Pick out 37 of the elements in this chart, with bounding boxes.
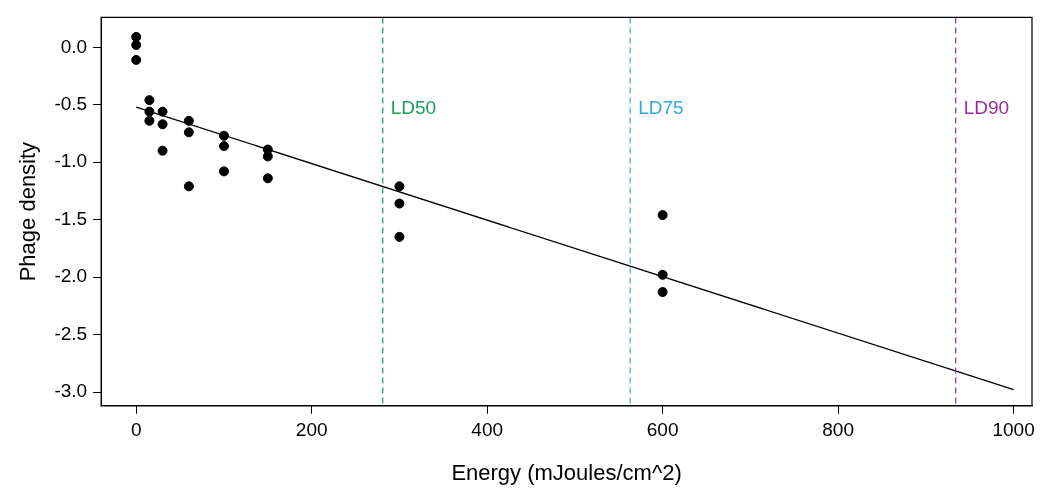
x-tick-label: 600 [646,419,679,441]
point [183,127,194,138]
point [131,54,142,65]
x-tick-label: 200 [295,419,328,441]
x-tick-label: 400 [471,419,504,441]
y-axis-title: Phage density [15,141,41,282]
y-tick-label: 0.0 [60,35,88,57]
point [131,31,142,42]
y-tick-label: -2.5 [54,322,88,344]
point [262,173,273,184]
x-tick-label: 800 [822,419,854,441]
point [657,287,668,298]
point [144,115,155,126]
y-tick-label: -3.0 [54,380,88,402]
point [394,198,405,209]
ref-line-label: LD50 [390,96,437,118]
point [144,95,155,106]
ref-line-label: LD90 [963,96,1010,118]
ref-line-label: LD75 [638,96,684,118]
point [157,119,168,130]
point [183,181,194,192]
point [394,231,405,242]
point [183,115,194,126]
y-tick-label: -2.0 [54,265,88,287]
y-tick-label: -1.5 [54,207,88,229]
point [157,106,168,117]
x-tick-label: 0 [130,419,142,441]
point [131,39,142,50]
point [657,210,668,221]
x-axis-title: Energy (mJoules/cm^2) [451,459,682,485]
y-tick-label: -1.0 [54,150,88,172]
point [218,141,229,152]
y-tick-label: -0.5 [54,92,88,114]
point [157,145,168,156]
x-tick-label: 1000 [992,419,1035,441]
point [218,166,229,177]
point [394,181,405,192]
